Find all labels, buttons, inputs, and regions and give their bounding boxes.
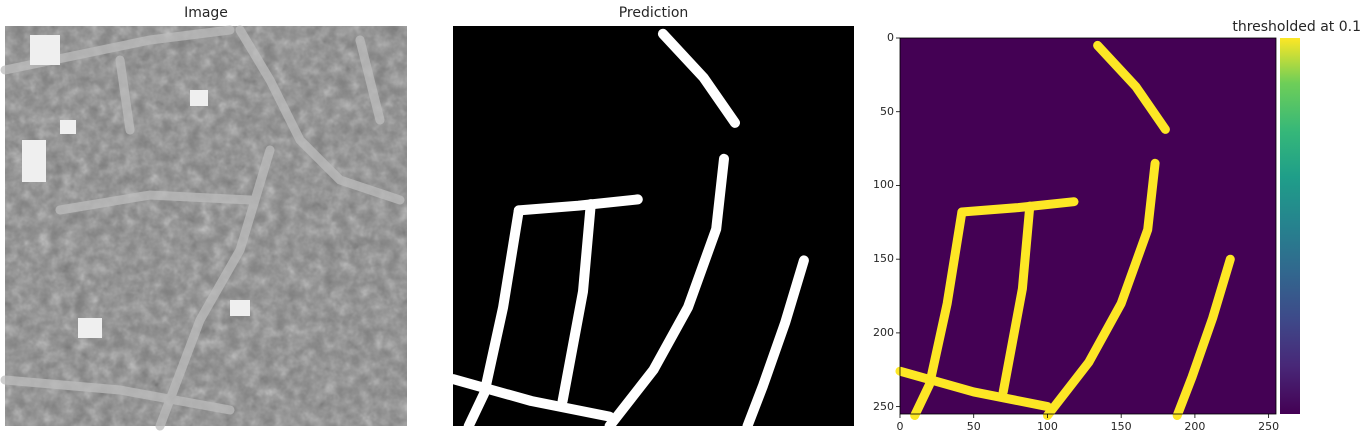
x-tick-label: 0: [896, 420, 904, 433]
colorbar: [1280, 38, 1300, 414]
x-tick-label: 100: [1036, 420, 1058, 433]
colorbar-title: thresholded at 0.1: [1232, 19, 1361, 35]
heatmap-road-2: [957, 197, 1079, 217]
image-panel-title: Image: [184, 5, 228, 21]
aerial-image-panel: [0, 25, 407, 431]
prediction-panel-title: Prediction: [618, 5, 689, 21]
y-axis: [896, 37, 900, 408]
x-tick-label: 250: [1258, 420, 1280, 433]
y-tick-label: 100: [873, 178, 894, 192]
prediction-road-5: [448, 374, 615, 422]
heatmap-road-6: [1172, 254, 1235, 420]
x-tick-label: 150: [1110, 420, 1132, 433]
heatmap-road-1: [910, 207, 967, 420]
prediction-blob-0: [648, 365, 659, 374]
prediction-panel: [448, 26, 854, 431]
y-tick-label: 0: [887, 31, 894, 44]
heatmap-road-0: [1093, 40, 1170, 134]
prediction-road-3: [557, 199, 596, 406]
x-tick-label: 200: [1184, 420, 1206, 433]
aerial-rooftops: [22, 35, 250, 338]
heatmap-frame: [899, 37, 1277, 415]
heatmap-blob-0: [1084, 359, 1093, 366]
y-tick-label: 250: [873, 399, 894, 413]
prediction-road-1: [463, 205, 524, 431]
y-tick-label: 200: [873, 325, 894, 339]
heatmap-roads: [895, 40, 1235, 420]
x-tick-label: 50: [966, 420, 981, 433]
prediction-road-4: [604, 153, 729, 431]
prediction-road-6: [742, 255, 809, 431]
y-tick-label: 50: [880, 104, 894, 118]
heatmap-road-5: [895, 366, 1052, 412]
prediction-road-0: [657, 28, 740, 128]
prediction-road-2: [513, 194, 643, 216]
prediction-roads: [448, 28, 809, 431]
threshold-panel: [895, 37, 1277, 420]
y-tick-label: 150: [873, 252, 894, 266]
heatmap-road-3: [998, 201, 1035, 397]
heatmap-road-4: [1043, 158, 1160, 420]
x-axis: [899, 414, 1270, 418]
